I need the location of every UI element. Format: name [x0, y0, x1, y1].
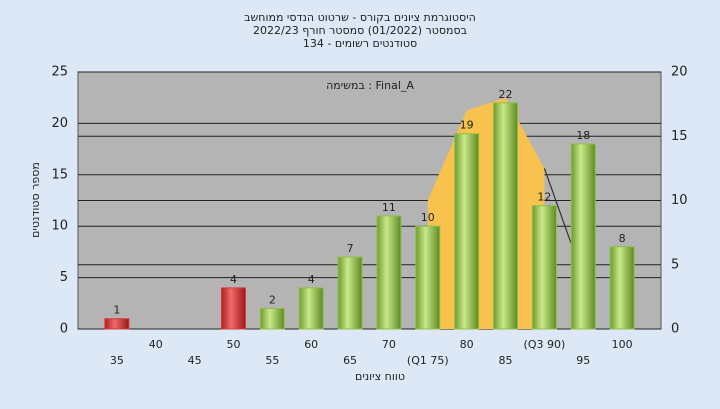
x-tick-label: 55 [265, 354, 279, 367]
data-label: 2 [269, 293, 276, 306]
y2-tick-label: 0 [671, 322, 679, 337]
bar [531, 205, 557, 330]
y-tick-label: 25 [51, 65, 68, 80]
bar [570, 143, 596, 330]
y2-tick-label: 5 [671, 257, 679, 272]
y-tick-label: 5 [60, 270, 68, 285]
data-label: 12 [537, 191, 551, 204]
x-tick-label: 65 [343, 354, 357, 367]
data-label: 4 [230, 273, 237, 286]
x-tick-label: 40 [149, 338, 163, 351]
x-tick-label: (Q1 75) [407, 354, 449, 367]
bar [259, 307, 285, 330]
bar [376, 215, 402, 330]
data-label: 8 [619, 232, 626, 245]
y-tick-label: 20 [51, 116, 68, 131]
y-axis-label: מספר סטודנטים [29, 162, 42, 238]
bar [493, 102, 519, 330]
bar [104, 318, 130, 330]
y2-tick-label: 10 [671, 193, 688, 208]
x-tick-label: 85 [499, 354, 513, 367]
y-tick-label: 0 [60, 322, 68, 337]
data-label: 22 [499, 88, 513, 101]
bar [337, 256, 363, 330]
chart-title: היסטוגרמת ציונים בקורס - שרטוט הנדסי ממו… [244, 11, 476, 24]
x-axis-label: טווח ציונים [355, 370, 405, 383]
bar [609, 246, 635, 330]
y2-tick-label: 15 [671, 129, 688, 144]
bar [454, 133, 480, 330]
data-label: 19 [460, 119, 474, 132]
x-tick-label: 100 [612, 338, 633, 351]
chart-subtitle: בסמסטר (01/2022) סמסטר חורף 2022/23 [253, 24, 467, 37]
x-tick-label: 70 [382, 338, 396, 351]
x-tick-label: 35 [110, 354, 124, 367]
x-tick-label: 95 [576, 354, 590, 367]
x-tick-label: 80 [460, 338, 474, 351]
data-label: 11 [382, 201, 396, 214]
x-tick-label: 50 [226, 338, 240, 351]
data-label: 7 [347, 242, 354, 255]
bar [415, 225, 441, 330]
x-tick-label: 45 [188, 354, 202, 367]
bar [220, 287, 246, 330]
data-label: 18 [576, 129, 590, 142]
data-label: 4 [308, 273, 315, 286]
chart-subtitle: סטודנטים רשומים - 134 [303, 37, 417, 50]
y-tick-label: 10 [51, 219, 68, 234]
x-tick-label: 60 [304, 338, 318, 351]
y-tick-label: 15 [51, 167, 68, 182]
data-label: 1 [113, 304, 120, 317]
annotation: במשימה : Final_A [326, 79, 414, 92]
data-label: 10 [421, 211, 435, 224]
bar [298, 287, 324, 330]
y2-tick-label: 20 [671, 65, 688, 80]
x-tick-label: (Q3 90) [524, 338, 566, 351]
